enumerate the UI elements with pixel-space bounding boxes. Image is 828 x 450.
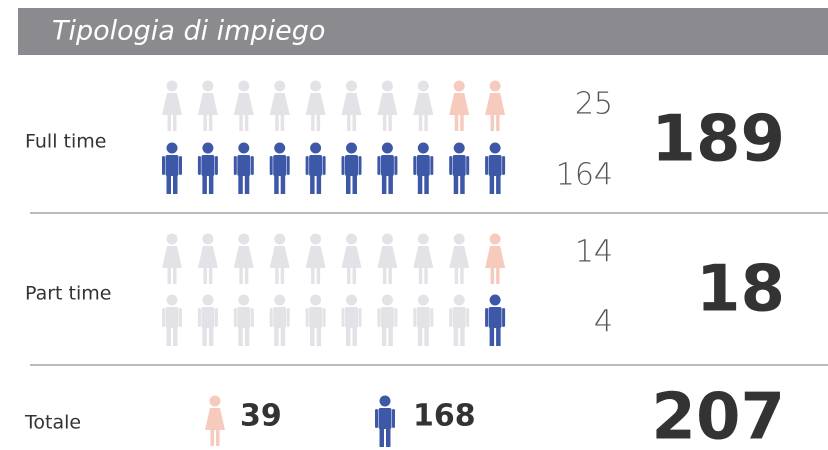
- female-icon: [162, 80, 182, 131]
- female-icon: [485, 80, 506, 131]
- men-total: 168: [413, 399, 476, 434]
- female-icon: [449, 233, 470, 284]
- female-icon: [269, 80, 290, 131]
- male-icon: [197, 142, 218, 194]
- female-icon: [377, 233, 398, 284]
- men-count: 164: [556, 158, 613, 193]
- female-icon: [449, 80, 470, 131]
- male-icon: [233, 294, 254, 346]
- female-icon: [197, 80, 218, 131]
- male-icon: [485, 142, 506, 194]
- women-count: 14: [575, 235, 613, 270]
- male-icon: [449, 294, 470, 346]
- female-icon: [162, 233, 182, 284]
- men-count: 4: [594, 305, 613, 340]
- row-label: Full time: [25, 131, 106, 153]
- male-icon: [413, 294, 434, 346]
- female-icon: [305, 80, 326, 131]
- male-icon: [485, 294, 506, 346]
- female-icon: [485, 233, 506, 284]
- male-icon: [449, 142, 470, 194]
- female-icon: [233, 233, 254, 284]
- women-total: 39: [240, 399, 282, 434]
- female-icon: [305, 233, 326, 284]
- male-icon: [162, 294, 182, 346]
- row-total: 189: [651, 103, 785, 177]
- male-icon: [375, 395, 395, 447]
- female-icon: [413, 233, 434, 284]
- male-icon: [377, 142, 398, 194]
- female-icon: [269, 233, 290, 284]
- male-icon: [162, 142, 182, 194]
- row-total: 18: [696, 253, 785, 327]
- male-icon: [269, 142, 290, 194]
- male-icon: [305, 142, 326, 194]
- female-icon: [205, 395, 225, 446]
- male-icon: [341, 294, 362, 346]
- male-icon: [197, 294, 218, 346]
- grand-total: 207: [651, 381, 785, 450]
- male-icon: [341, 142, 362, 194]
- male-icon: [413, 142, 434, 194]
- female-icon: [233, 80, 254, 131]
- male-icon: [305, 294, 326, 346]
- female-icon: [197, 233, 218, 284]
- totals-label: Totale: [24, 412, 81, 434]
- female-icon: [341, 233, 362, 284]
- women-count: 25: [575, 87, 613, 122]
- male-icon: [269, 294, 290, 346]
- female-icon: [377, 80, 398, 131]
- female-icon: [341, 80, 362, 131]
- female-icon: [413, 80, 434, 131]
- header-bar: [18, 8, 828, 55]
- header-title: Tipologia di impiego: [52, 16, 325, 47]
- male-icon: [233, 142, 254, 194]
- male-icon: [377, 294, 398, 346]
- row-label: Part time: [25, 283, 111, 305]
